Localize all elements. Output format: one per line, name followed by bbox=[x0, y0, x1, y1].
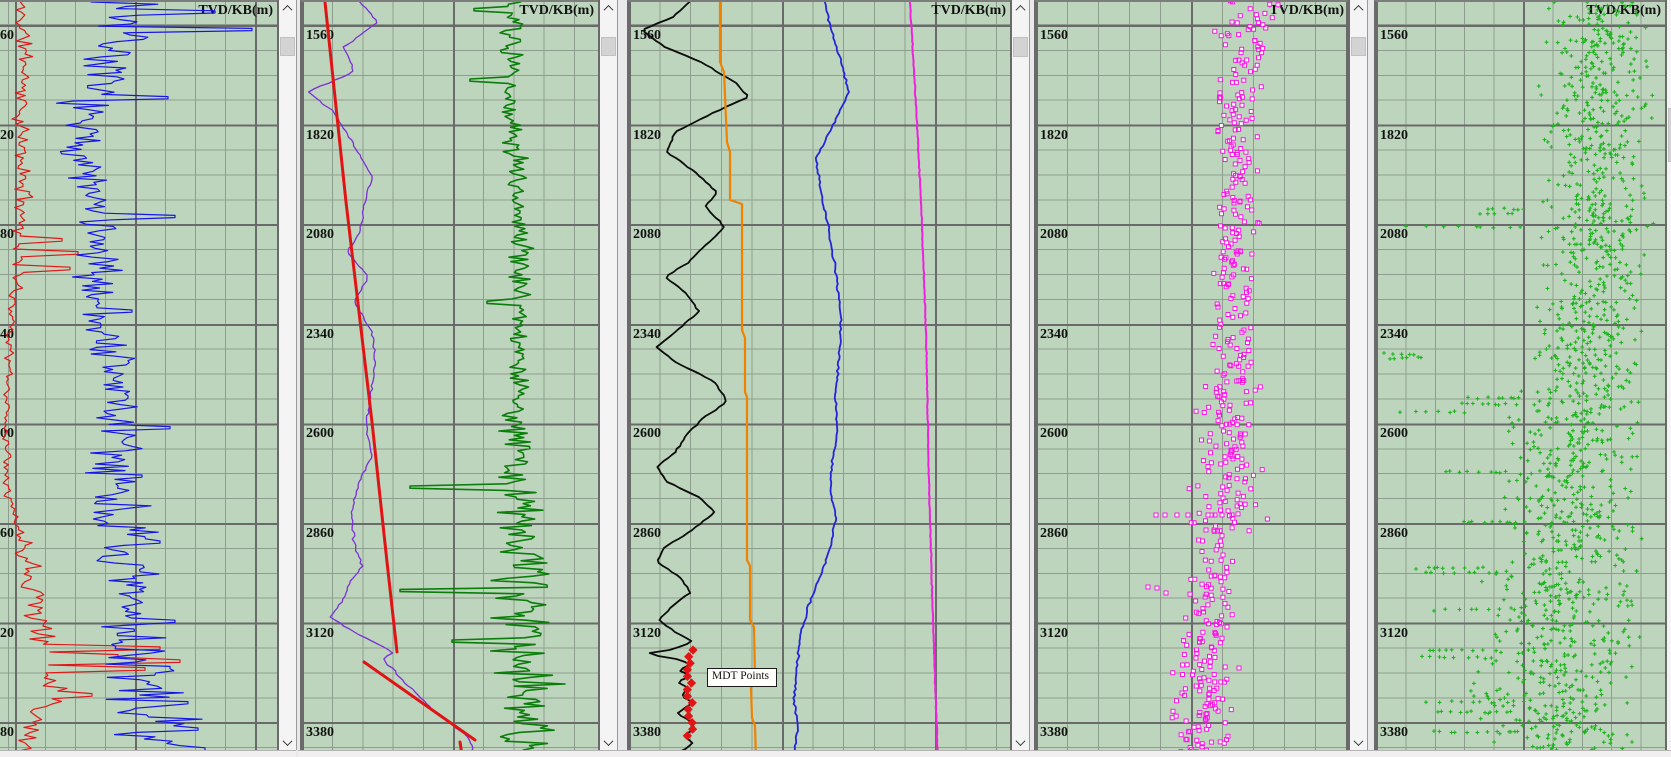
depth-label: 2080 bbox=[1380, 227, 1408, 243]
depth-label: 2340 bbox=[1040, 326, 1068, 342]
vertical-scrollbar[interactable] bbox=[598, 0, 618, 750]
mdt-points-label: MDT Points bbox=[707, 668, 777, 687]
depth-label: 1820 bbox=[0, 127, 14, 143]
vertical-scrollbar[interactable] bbox=[277, 0, 297, 750]
track-panel-2: TVD/KB(m) 1560 1820 2080 2340 2600 2860 3120 33… bbox=[298, 0, 625, 757]
track-panel-4: TVD/KB(m) 1560 1820 2080 2340 2600 2860 3120 33… bbox=[1032, 0, 1372, 757]
depth-label: 2860 bbox=[306, 526, 334, 541]
chevron-down-icon bbox=[282, 735, 293, 746]
track-header: TVD/KB(m) bbox=[198, 3, 273, 18]
track-header: TVD/KB(m) bbox=[931, 3, 1006, 18]
depth-label: 1560 bbox=[633, 28, 661, 43]
depth-label: 2340 bbox=[306, 326, 334, 342]
chart-area[interactable]: TVD/KB(m) 1560 1820 2080 2340 2600 2860 3120 33… bbox=[1374, 0, 1665, 750]
chart-area[interactable]: TVD/KB(m) 1560 1820 2080 2340 2600 2860 3120 33… bbox=[1034, 0, 1348, 750]
scrollbar-thumb[interactable] bbox=[601, 37, 616, 56]
scroll-up-button[interactable] bbox=[1012, 0, 1029, 16]
depth-label: 2860 bbox=[0, 526, 14, 541]
depth-label: 2080 bbox=[0, 227, 14, 243]
chevron-down-icon bbox=[603, 735, 614, 746]
depth-label: 1820 bbox=[633, 127, 661, 143]
scrollbar-thumb[interactable] bbox=[280, 37, 295, 56]
chevron-up-icon bbox=[1015, 4, 1026, 15]
scrollbar-thumb[interactable] bbox=[1013, 37, 1028, 57]
depth-label: 2080 bbox=[306, 227, 334, 243]
scroll-up-button[interactable] bbox=[1350, 0, 1367, 16]
chart-area[interactable]: TVD/KB(m) 1560 1820 2080 2340 2600 2860 3120 33… bbox=[627, 0, 1010, 750]
scroll-up-button[interactable] bbox=[1667, 0, 1671, 16]
depth-label: 1560 bbox=[1040, 28, 1068, 43]
chevron-up-icon bbox=[282, 4, 293, 15]
depth-label: 2080 bbox=[633, 227, 661, 243]
depth-label: 1560 bbox=[0, 28, 14, 43]
scroll-down-button[interactable] bbox=[1667, 734, 1671, 750]
depth-label: 2600 bbox=[633, 426, 661, 442]
depth-label: 3380 bbox=[0, 725, 14, 741]
horizontal-scrollbar[interactable] bbox=[1032, 750, 1372, 757]
chevron-up-icon bbox=[1353, 4, 1364, 15]
depth-label: 3120 bbox=[633, 625, 661, 641]
scroll-down-button[interactable] bbox=[600, 734, 617, 750]
track-header: TVD/KB(m) bbox=[1586, 3, 1661, 18]
depth-label: 3120 bbox=[306, 625, 334, 641]
track-header: TVD/KB(m) bbox=[519, 3, 594, 18]
scroll-up-button[interactable] bbox=[279, 0, 296, 16]
horizontal-scrollbar[interactable] bbox=[1372, 750, 1671, 757]
depth-label: 2340 bbox=[633, 326, 661, 342]
track-header: TVD/KB(m) bbox=[1269, 3, 1344, 18]
depth-label: 1560 bbox=[1380, 28, 1408, 43]
chevron-up-icon bbox=[603, 4, 614, 15]
depth-label: 2600 bbox=[306, 426, 334, 442]
track-panel-3: TVD/KB(m) 1560 1820 2080 2340 2600 2860 3120 33… bbox=[625, 0, 1032, 757]
depth-label: 1820 bbox=[1040, 127, 1068, 143]
depth-label: 3380 bbox=[633, 725, 661, 741]
scroll-down-button[interactable] bbox=[279, 734, 296, 750]
scrollbar-thumb[interactable] bbox=[1351, 37, 1366, 56]
track-panel-5: TVD/KB(m) 1560 1820 2080 2340 2600 2860 3120 33… bbox=[1372, 0, 1671, 757]
scroll-down-button[interactable] bbox=[1012, 734, 1029, 750]
chevron-down-icon bbox=[1353, 735, 1364, 746]
depth-label: 2340 bbox=[0, 326, 14, 342]
horizontal-scrollbar[interactable] bbox=[625, 750, 1032, 757]
scroll-up-button[interactable] bbox=[600, 0, 617, 16]
horizontal-scrollbar[interactable] bbox=[298, 750, 625, 757]
chart-area[interactable]: TVD/KB(m) 1560 1820 2080 2340 2600 2860 3120 33… bbox=[300, 0, 598, 750]
vertical-scrollbar[interactable] bbox=[1010, 0, 1030, 750]
scrollbar-thumb[interactable] bbox=[1668, 108, 1671, 162]
depth-label: 2340 bbox=[1380, 326, 1408, 342]
depth-label: 2860 bbox=[1040, 526, 1068, 541]
depth-label: 3120 bbox=[0, 625, 14, 641]
horizontal-scrollbar[interactable] bbox=[0, 750, 296, 757]
log-curves bbox=[2, 2, 253, 750]
depth-label: 1820 bbox=[306, 127, 334, 143]
depth-label: 2860 bbox=[633, 526, 661, 541]
depth-label: 3120 bbox=[1040, 625, 1068, 641]
log-curves bbox=[1381, 2, 1656, 750]
vertical-scrollbar[interactable] bbox=[1665, 0, 1671, 750]
track-panel-1: TVD/KB(m) 1560 1820 2080 2340 2600 2860 3120 33… bbox=[0, 0, 297, 757]
vertical-scrollbar[interactable] bbox=[1348, 0, 1368, 750]
depth-label: 3380 bbox=[306, 725, 334, 741]
depth-label: 2600 bbox=[1380, 426, 1408, 442]
depth-label: 2080 bbox=[1040, 227, 1068, 243]
depth-label: 1560 bbox=[306, 28, 334, 43]
depth-label: 2860 bbox=[1380, 526, 1408, 541]
scroll-down-button[interactable] bbox=[1350, 734, 1367, 750]
depth-label: 2600 bbox=[0, 426, 14, 442]
depth-label: 2600 bbox=[1040, 426, 1068, 442]
depth-label: 3120 bbox=[1380, 625, 1408, 641]
depth-label: 1820 bbox=[1380, 127, 1408, 143]
depth-label: 3380 bbox=[1380, 725, 1408, 741]
chart-area[interactable]: TVD/KB(m) 1560 1820 2080 2340 2600 2860 3120 33… bbox=[0, 0, 277, 750]
log-curves bbox=[1145, 2, 1281, 750]
log-curves bbox=[643, 2, 939, 750]
log-curves bbox=[307, 2, 566, 750]
depth-label: 3380 bbox=[1040, 725, 1068, 741]
chevron-down-icon bbox=[1015, 735, 1026, 746]
